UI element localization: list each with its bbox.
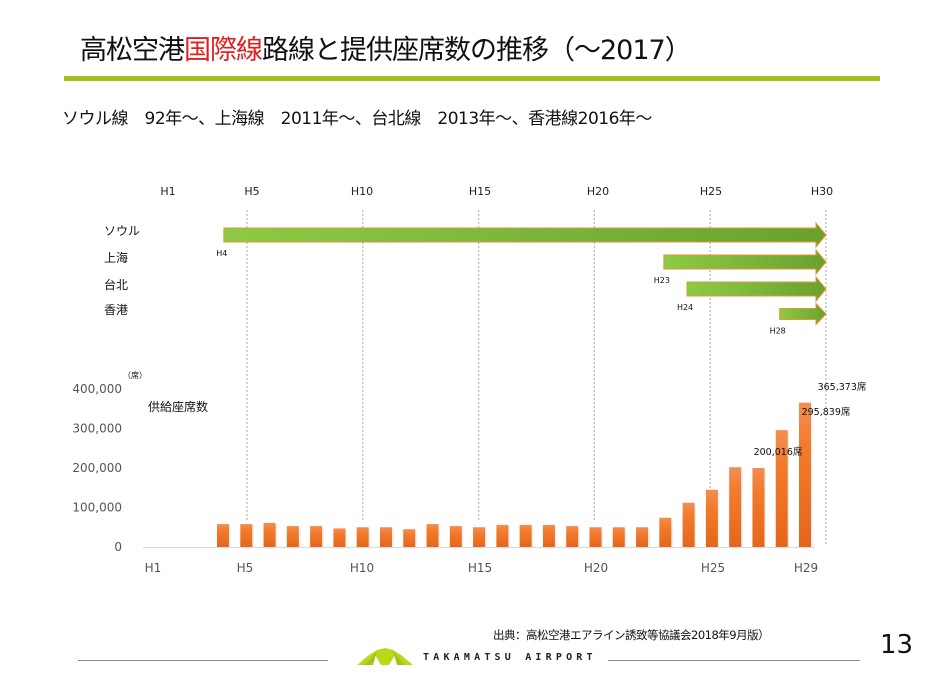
airport-logo-text: TAKAMATSU AIRPORT — [423, 652, 597, 663]
bar — [589, 527, 602, 547]
bar — [542, 524, 555, 547]
footer-divider-left — [78, 660, 328, 661]
bar — [566, 526, 579, 547]
bar — [659, 517, 672, 547]
x-tick-label: H25 — [701, 561, 725, 575]
series-title: 供給座席数 — [148, 399, 208, 414]
data-label: 200,016席 — [754, 446, 803, 458]
timeline-x-tick: H25 — [700, 185, 722, 198]
slide-title: 高松空港国際線路線と提供座席数の推移（～2017） — [80, 28, 692, 67]
route-label: 香港 — [104, 303, 128, 317]
route-label: ソウル — [104, 224, 140, 238]
timeline-x-tick: H15 — [469, 185, 491, 198]
x-tick-label: H5 — [237, 561, 254, 575]
route-start-label: H4 — [216, 249, 227, 258]
bar — [496, 524, 509, 547]
route-label: 上海 — [104, 250, 128, 265]
x-tick-label: H29 — [794, 561, 818, 575]
bar — [612, 527, 625, 547]
bar — [473, 527, 486, 547]
source-citation: 出典：高松空港エアライン誘致等協議会2018年9月版） — [493, 628, 770, 642]
title-part-1: 高松空港 — [80, 35, 185, 66]
seat-bar-chart: 0 100,000 200,000 300,000 400,000（席） 供給座席数 H1 H… — [72, 370, 867, 575]
bar — [775, 430, 788, 547]
bar — [217, 524, 229, 547]
bar — [426, 524, 439, 547]
title-underline — [64, 76, 880, 81]
route-arrow — [223, 221, 827, 249]
timeline-x-tick: H1 — [160, 185, 175, 198]
route-start-label: H28 — [770, 327, 786, 336]
route-arrow — [663, 248, 827, 276]
bar — [379, 527, 392, 547]
route-arrow — [779, 302, 827, 326]
bar — [729, 467, 742, 547]
bar — [333, 528, 346, 547]
bar — [403, 529, 416, 547]
bar — [752, 467, 765, 547]
title-part-highlight: 国際線 — [184, 35, 263, 66]
route-start-label: H23 — [654, 276, 670, 285]
airport-logo-icon — [357, 648, 413, 665]
bar — [240, 524, 253, 547]
y-unit-label: （席） — [123, 370, 147, 380]
data-label: 365,373席 — [818, 381, 867, 393]
bar — [356, 527, 369, 547]
x-tick-label: H1 — [145, 561, 162, 575]
y-tick-label: 0 — [114, 540, 122, 554]
route-subtitle: ソウル線 92年～、上海線 2011年～、台北線 2013年～、香港線2016年… — [62, 109, 652, 129]
bar — [519, 524, 532, 547]
bar — [705, 489, 718, 547]
bar — [449, 526, 462, 547]
bar — [682, 502, 695, 547]
x-tick-label: H15 — [468, 561, 492, 575]
timeline-x-tick: H30 — [811, 185, 833, 198]
bar — [286, 526, 299, 547]
x-tick-label: H10 — [350, 561, 374, 575]
timeline-x-tick: H5 — [244, 185, 259, 198]
data-label: 295,839席 — [802, 406, 851, 418]
route-label: 台北 — [104, 277, 128, 292]
timeline-x-tick: H10 — [351, 185, 373, 198]
y-tick-label: 300,000 — [72, 422, 122, 436]
bar — [263, 522, 276, 547]
timeline-x-tick: H20 — [587, 185, 609, 198]
y-tick-label: 400,000 — [72, 382, 122, 396]
page-number: 13 — [880, 630, 914, 660]
route-timeline: H1 H5 H10 H15 H20 H25 H30 ソウル H4 上海 H23 台北 H24 香港 H28 — [104, 185, 833, 336]
y-tick-label: 100,000 — [72, 501, 122, 515]
y-tick-label: 200,000 — [72, 461, 122, 475]
x-tick-label: H20 — [584, 561, 608, 575]
title-part-3: 路線と提供座席数の推移（～2017） — [262, 35, 692, 66]
footer-divider-right — [608, 660, 860, 661]
route-start-label: H24 — [677, 303, 693, 312]
route-arrow — [686, 275, 827, 303]
bar — [799, 402, 811, 547]
bar — [310, 526, 323, 547]
bar — [636, 527, 649, 547]
